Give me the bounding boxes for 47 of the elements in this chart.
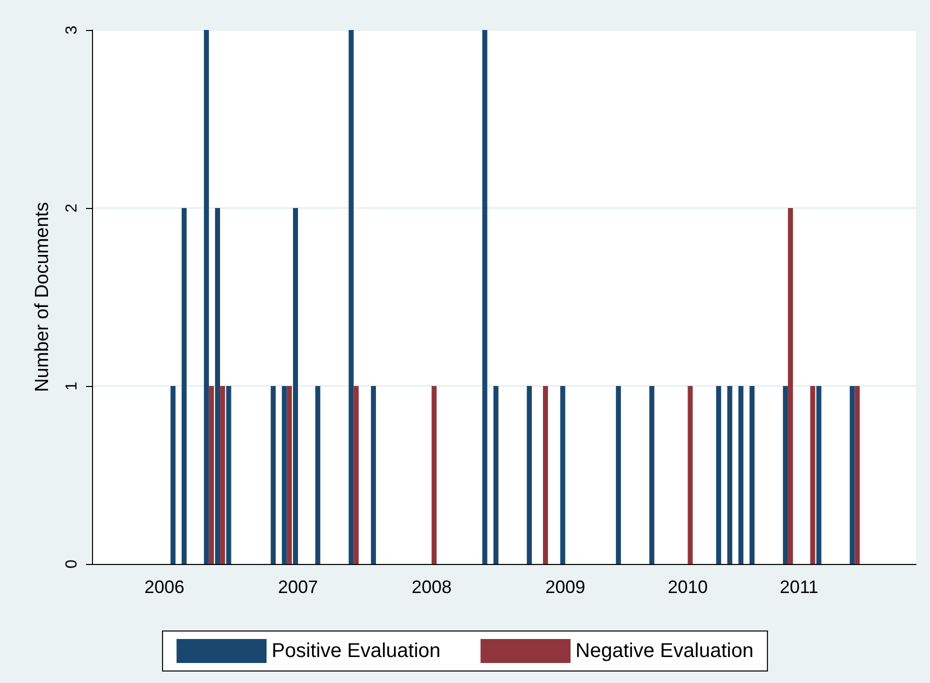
bar [788,208,793,564]
bar [170,386,176,564]
bar [370,386,376,564]
bar [649,386,654,564]
x-tick-label: 2010 [668,577,708,597]
bar [542,386,548,564]
bar [493,386,498,564]
y-tick-label: 1 [64,381,80,390]
bar [816,386,822,564]
bar [282,386,287,564]
y-tick-label: 2 [64,203,80,212]
x-tick-label: 2008 [412,577,452,597]
bar [220,386,226,564]
y-axis-title: Number of Documents [32,202,53,392]
x-tick-label: 2009 [545,577,586,597]
bar [750,386,755,564]
x-tick-label: 2006 [144,577,184,597]
bar [204,30,209,564]
bar [850,386,855,564]
y-tick-label: 0 [64,559,80,568]
bar [432,386,437,564]
legend-label: Negative Evaluation [576,640,754,662]
bar [208,386,214,564]
bar [616,386,621,564]
bar [182,208,187,564]
bar [688,386,693,564]
bar [354,386,359,564]
x-tick-label: 2007 [278,577,318,597]
bar [716,386,722,564]
bar [286,386,292,564]
bar [738,386,744,564]
bar [270,386,276,564]
bar [215,208,220,564]
bar [348,30,354,564]
bar [482,30,488,564]
legend-label: Positive Evaluation [272,640,441,662]
y-tick-label: 3 [64,25,80,34]
bar [560,386,566,564]
bar [293,208,298,564]
bar [727,386,732,564]
bar [854,386,860,564]
bar [782,386,788,564]
bar [315,386,320,564]
bar [526,386,532,564]
x-tick-label: 2011 [780,577,818,597]
bar [810,386,816,564]
bar [226,386,232,564]
